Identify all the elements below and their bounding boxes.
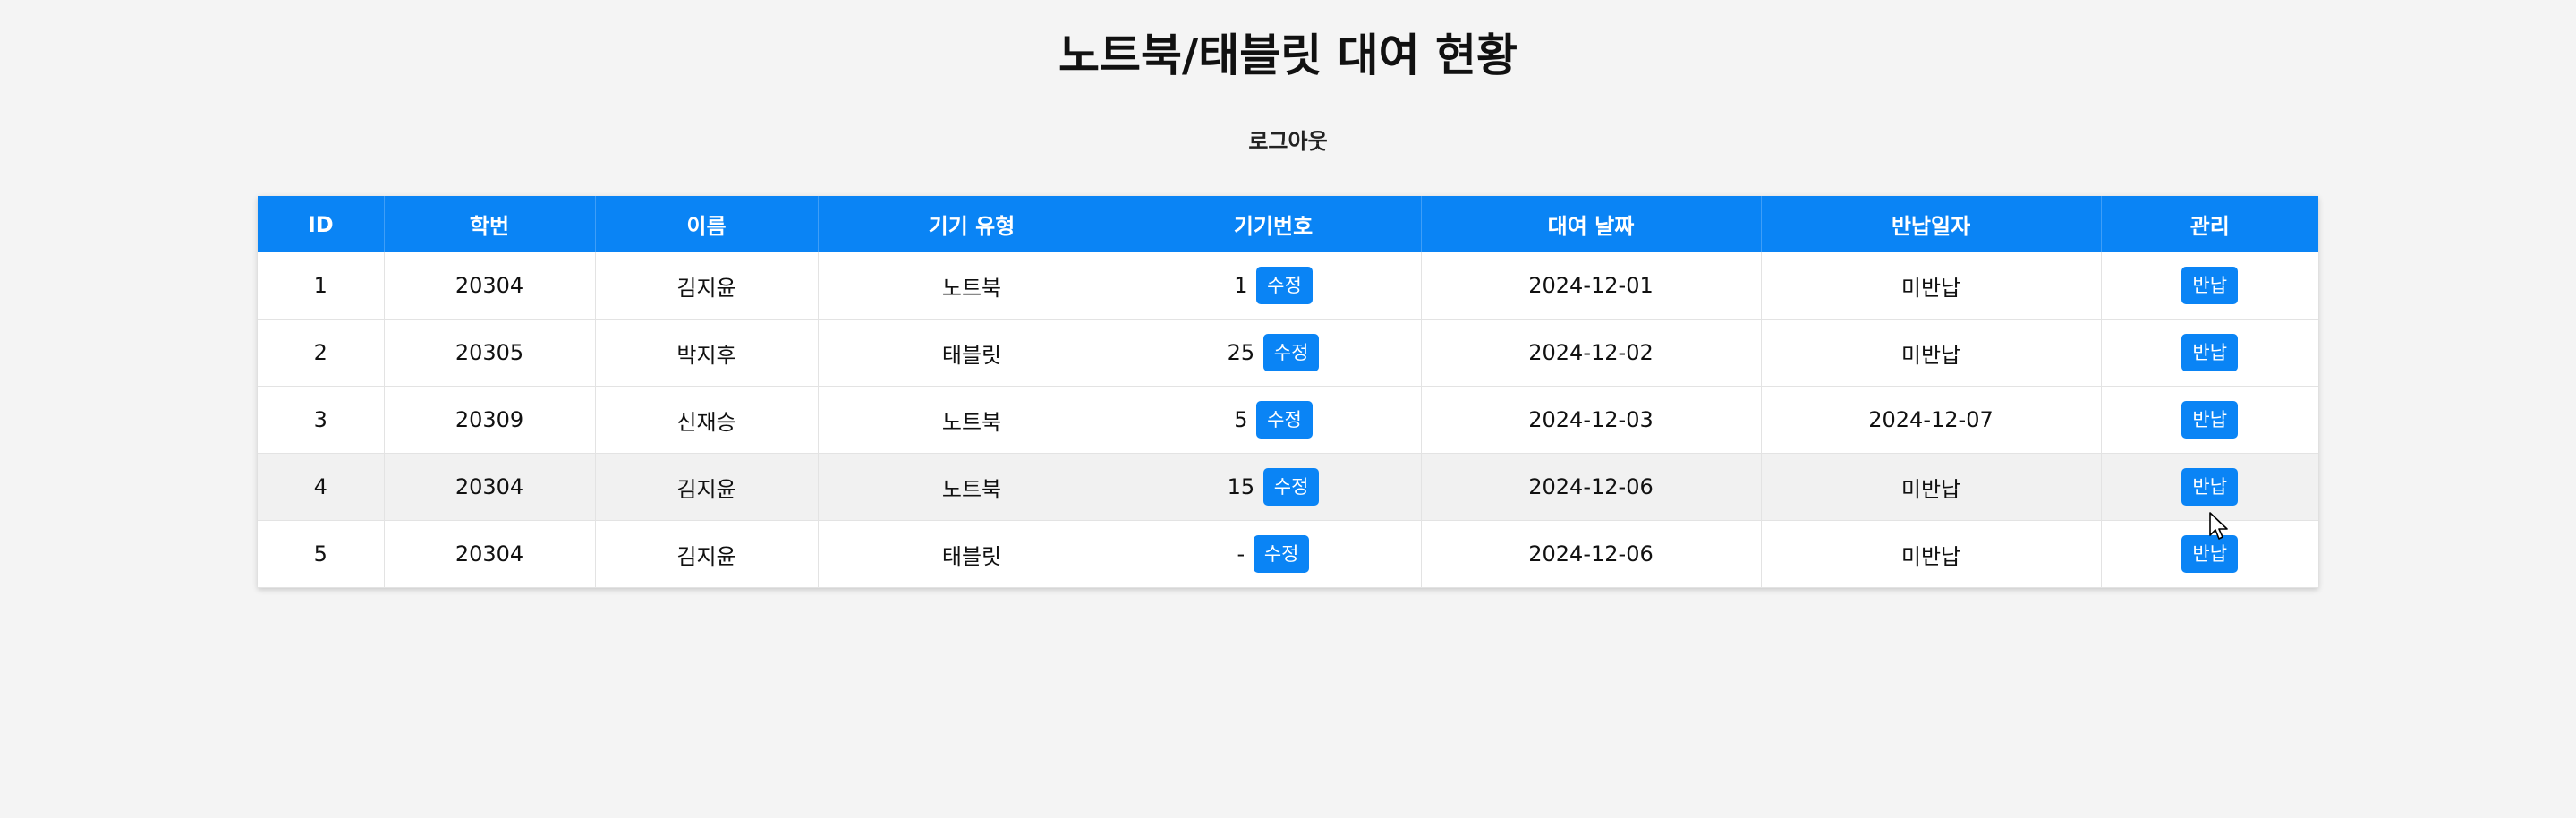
table-row: 2 20305 박지후 태블릿 25 수정 2024-12-02 미반납 반납 [258,319,2318,387]
rental-table: ID 학번 이름 기기 유형 기기번호 대여 날짜 반납일자 관리 1 2030… [258,196,2318,588]
cell-return-date: 미반납 [1761,520,2102,588]
edit-button[interactable]: 수정 [1253,535,1310,573]
page-title: 노트북/태블릿 대여 현황 [1058,30,1518,81]
cell-device-no: 25 수정 [1126,319,1422,387]
cell-return-date: 미반납 [1761,319,2102,387]
cell-device-type: 노트북 [818,252,1126,320]
cell-manage: 반납 [2101,319,2318,387]
cell-id: 3 [258,386,385,454]
cell-name: 김지윤 [595,453,819,521]
cell-manage: 반납 [2101,386,2318,454]
table-body: 1 20304 김지윤 노트북 1 수정 2024-12-01 미반납 반납 2… [258,252,2318,588]
cell-name: 김지윤 [595,520,819,588]
device-no-value: 15 [1227,474,1255,499]
cell-student-no: 20304 [384,520,596,588]
table-row: 4 20304 김지윤 노트북 15 수정 2024-12-06 미반납 반납 [258,453,2318,521]
header-id: ID [258,196,385,252]
table-row: 5 20304 김지윤 태블릿 - 수정 2024-12-06 미반납 반납 [258,520,2318,588]
header-device-no: 기기번호 [1126,196,1422,252]
device-no-value: 1 [1234,273,1248,298]
cell-device-type: 노트북 [818,386,1126,454]
cell-device-type: 태블릿 [818,319,1126,387]
table-header-row: ID 학번 이름 기기 유형 기기번호 대여 날짜 반납일자 관리 [258,196,2318,252]
cell-student-no: 20304 [384,252,596,320]
header-manage: 관리 [2101,196,2318,252]
cell-name: 김지윤 [595,252,819,320]
cell-return-date: 2024-12-07 [1761,386,2102,454]
cell-id: 2 [258,319,385,387]
cell-device-no: 5 수정 [1126,386,1422,454]
cell-rent-date: 2024-12-02 [1421,319,1762,387]
cell-id: 5 [258,520,385,588]
header-name: 이름 [595,196,819,252]
cell-device-no: 1 수정 [1126,252,1422,320]
table-header: ID 학번 이름 기기 유형 기기번호 대여 날짜 반납일자 관리 [258,196,2318,252]
cell-name: 신재승 [595,386,819,454]
cell-return-date: 미반납 [1761,252,2102,320]
return-button[interactable]: 반납 [2181,468,2239,506]
cell-student-no: 20309 [384,386,596,454]
cell-device-type: 노트북 [818,453,1126,521]
header-return-date: 반납일자 [1761,196,2102,252]
device-no-value: - [1237,541,1245,567]
return-button[interactable]: 반납 [2181,535,2239,573]
cell-device-no: 15 수정 [1126,453,1422,521]
cell-id: 1 [258,252,385,320]
device-no-value: 5 [1234,407,1248,432]
cell-manage: 반납 [2101,453,2318,521]
logout-container: 로그아웃 [0,125,2576,158]
logout-link[interactable]: 로그아웃 [1248,129,1328,154]
device-no-value: 25 [1227,340,1255,365]
header-device-type: 기기 유형 [818,196,1126,252]
edit-button[interactable]: 수정 [1262,334,1320,371]
table-row: 3 20309 신재승 노트북 5 수정 2024-12-03 2024-12-… [258,386,2318,454]
edit-button[interactable]: 수정 [1262,468,1320,506]
return-button[interactable]: 반납 [2181,401,2239,439]
header-rent-date: 대여 날짜 [1421,196,1762,252]
return-button[interactable]: 반납 [2181,267,2239,304]
cell-student-no: 20305 [384,319,596,387]
header-student-no: 학번 [384,196,596,252]
cell-return-date: 미반납 [1761,453,2102,521]
cell-rent-date: 2024-12-01 [1421,252,1762,320]
cell-id: 4 [258,453,385,521]
edit-button[interactable]: 수정 [1256,267,1313,304]
mouse-pointer-icon [2209,512,2228,540]
cell-device-no: - 수정 [1126,520,1422,588]
cell-rent-date: 2024-12-03 [1421,386,1762,454]
return-button[interactable]: 반납 [2181,334,2239,371]
cell-student-no: 20304 [384,453,596,521]
edit-button[interactable]: 수정 [1256,401,1313,439]
cell-name: 박지후 [595,319,819,387]
cell-manage: 반납 [2101,252,2318,320]
rental-table-container: ID 학번 이름 기기 유형 기기번호 대여 날짜 반납일자 관리 1 2030… [258,196,2318,588]
table-row: 1 20304 김지윤 노트북 1 수정 2024-12-01 미반납 반납 [258,252,2318,320]
cell-rent-date: 2024-12-06 [1421,520,1762,588]
cell-device-type: 태블릿 [818,520,1126,588]
cell-rent-date: 2024-12-06 [1421,453,1762,521]
